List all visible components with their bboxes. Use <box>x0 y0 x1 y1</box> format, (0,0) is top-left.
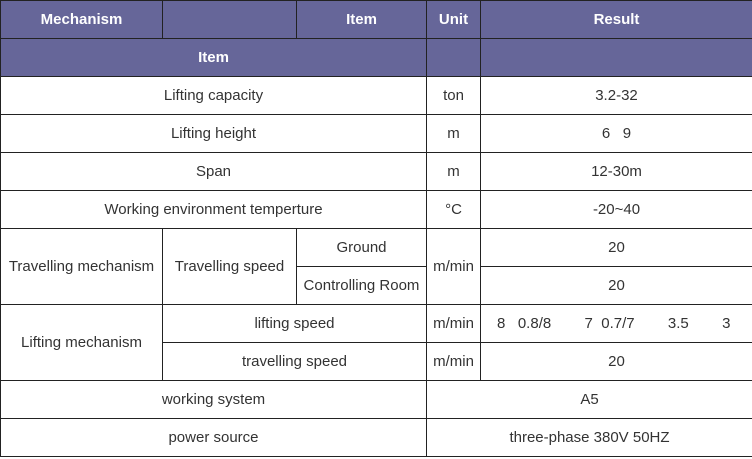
item-cell: working system <box>0 380 427 419</box>
result-cell: three-phase 380V 50HZ <box>426 418 752 457</box>
unit-cell: m/min <box>426 228 481 305</box>
subheader-result <box>480 38 752 77</box>
header-unit: Unit <box>426 0 481 39</box>
result-cell: -20~40 <box>480 190 752 229</box>
item-cell: Working environment temperture <box>0 190 427 229</box>
item-cell: Lifting height <box>0 114 427 153</box>
result-cell: 8 0.8/8 7 0.7/7 3.5 3 <box>480 304 752 343</box>
sub-item-cell: Controlling Room <box>296 266 427 305</box>
unit-cell: m/min <box>426 304 481 343</box>
table-row: Lifting mechanism lifting speed m/min 8 … <box>0 304 752 381</box>
item-cell: travelling speed <box>162 342 427 381</box>
mechanism-cell: Travelling mechanism <box>0 228 163 305</box>
table-row: Travelling mechanism Travelling speed Gr… <box>0 228 752 305</box>
result-cell: 20 <box>480 342 752 381</box>
unit-cell: °C <box>426 190 481 229</box>
header-mechanism: Mechanism <box>0 0 163 39</box>
table-row: power source three-phase 380V 50HZ <box>0 418 752 457</box>
sub-item-cell: Ground <box>296 228 427 267</box>
table-row: Lifting height m 6 9 <box>0 114 752 153</box>
subheader-item: Item <box>0 38 427 77</box>
unit-cell: m <box>426 114 481 153</box>
result-cell: 6 9 <box>480 114 752 153</box>
result-cell: 20 <box>480 228 752 267</box>
table-row: Span m 12-30m <box>0 152 752 191</box>
result-cell: A5 <box>426 380 752 419</box>
item-cell: lifting speed <box>162 304 427 343</box>
unit-cell: m <box>426 152 481 191</box>
table-row: Controlling Room 20 <box>1 266 752 305</box>
item-cell: power source <box>0 418 427 457</box>
mechanism-cell: Lifting mechanism <box>0 304 163 381</box>
item-cell: Travelling speed <box>162 228 297 305</box>
result-cell: 12-30m <box>480 152 752 191</box>
table-row: Lifting capacity ton 3.2-32 <box>0 76 752 115</box>
subheader-row: Item <box>0 38 752 77</box>
result-cell: 3.2-32 <box>480 76 752 115</box>
header-blank <box>162 0 297 39</box>
header-item: Item <box>296 0 427 39</box>
header-result: Result <box>480 0 752 39</box>
unit-cell: m/min <box>426 342 481 381</box>
unit-cell: ton <box>426 76 481 115</box>
item-cell: Lifting capacity <box>0 76 427 115</box>
item-cell: Span <box>0 152 427 191</box>
table-row: travelling speed m/min 20 <box>1 342 752 381</box>
subheader-unit <box>426 38 481 77</box>
result-cell: 20 <box>480 266 752 305</box>
table-row: working system A5 <box>0 380 752 419</box>
table-row: Working environment temperture °C -20~40 <box>0 190 752 229</box>
header-row: Mechanism Item Unit Result <box>0 0 752 39</box>
